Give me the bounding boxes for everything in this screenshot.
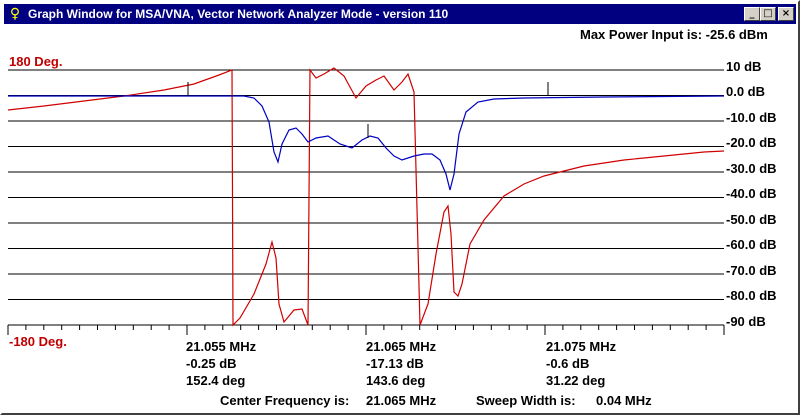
- title-bar[interactable]: ♀ Graph Window for MSA/VNA, Vector Netwo…: [4, 4, 796, 24]
- marker-1-magnitude: -0.25 dB: [186, 356, 237, 371]
- marker-ticks: [187, 82, 549, 138]
- sweep-width-label: Sweep Width is:: [476, 393, 576, 408]
- mag-axis-label: -10.0 dB: [726, 110, 777, 125]
- phase-axis-top-label: 180 Deg.: [9, 54, 63, 69]
- marker-3-frequency: 21.075 MHz: [546, 339, 617, 354]
- close-button[interactable]: ×: [778, 7, 794, 21]
- mag-axis-label: -40.0 dB: [726, 186, 777, 201]
- mag-axis-label: -20.0 dB: [726, 135, 777, 150]
- plot-grid: [7, 69, 725, 335]
- minimize-button[interactable]: _: [744, 7, 760, 21]
- marker-2-phase: 143.6 deg: [366, 373, 426, 388]
- mag-axis-label: -30.0 dB: [726, 161, 777, 176]
- phase-axis-bottom-label: -180 Deg.: [9, 334, 67, 349]
- magnitude-trace: [8, 95, 725, 191]
- marker-2-magnitude: -17.13 dB: [366, 356, 424, 371]
- mag-axis-label: 0.0 dB: [726, 84, 766, 99]
- marker-3-magnitude: -0.6 dB: [546, 356, 590, 371]
- mag-axis-label: -90 dB: [726, 314, 766, 329]
- max-power-readout: Max Power Input is: -25.6 dBm: [580, 27, 768, 42]
- mag-axis-label: -60.0 dB: [726, 237, 777, 252]
- center-frequency-value: 21.065 MHz: [366, 393, 437, 408]
- sweep-width-value: 0.04 MHz: [596, 393, 652, 408]
- marker-1-frequency: 21.055 MHz: [186, 339, 257, 354]
- maximize-button[interactable]: □: [760, 7, 776, 21]
- center-frequency-label: Center Frequency is:: [220, 393, 350, 408]
- mag-axis-label: -70.0 dB: [726, 263, 777, 278]
- phase-trace: [7, 67, 725, 327]
- mag-axis-label: -80.0 dB: [726, 288, 777, 303]
- mag-axis-label: 10 dB: [726, 59, 762, 74]
- vna-plot[interactable]: [4, 24, 796, 413]
- mag-axis-label: -50.0 dB: [726, 212, 777, 227]
- marker-1-phase: 152.4 deg: [186, 373, 246, 388]
- msa-app-icon[interactable]: ♀: [9, 6, 21, 22]
- window-title: Graph Window for MSA/VNA, Vector Network…: [28, 7, 449, 21]
- marker-2-frequency: 21.065 MHz: [366, 339, 437, 354]
- marker-3-phase: 31.22 deg: [546, 373, 606, 388]
- graph-area[interactable]: Max Power Input is: -25.6 dBm 180 Deg. -…: [4, 24, 796, 413]
